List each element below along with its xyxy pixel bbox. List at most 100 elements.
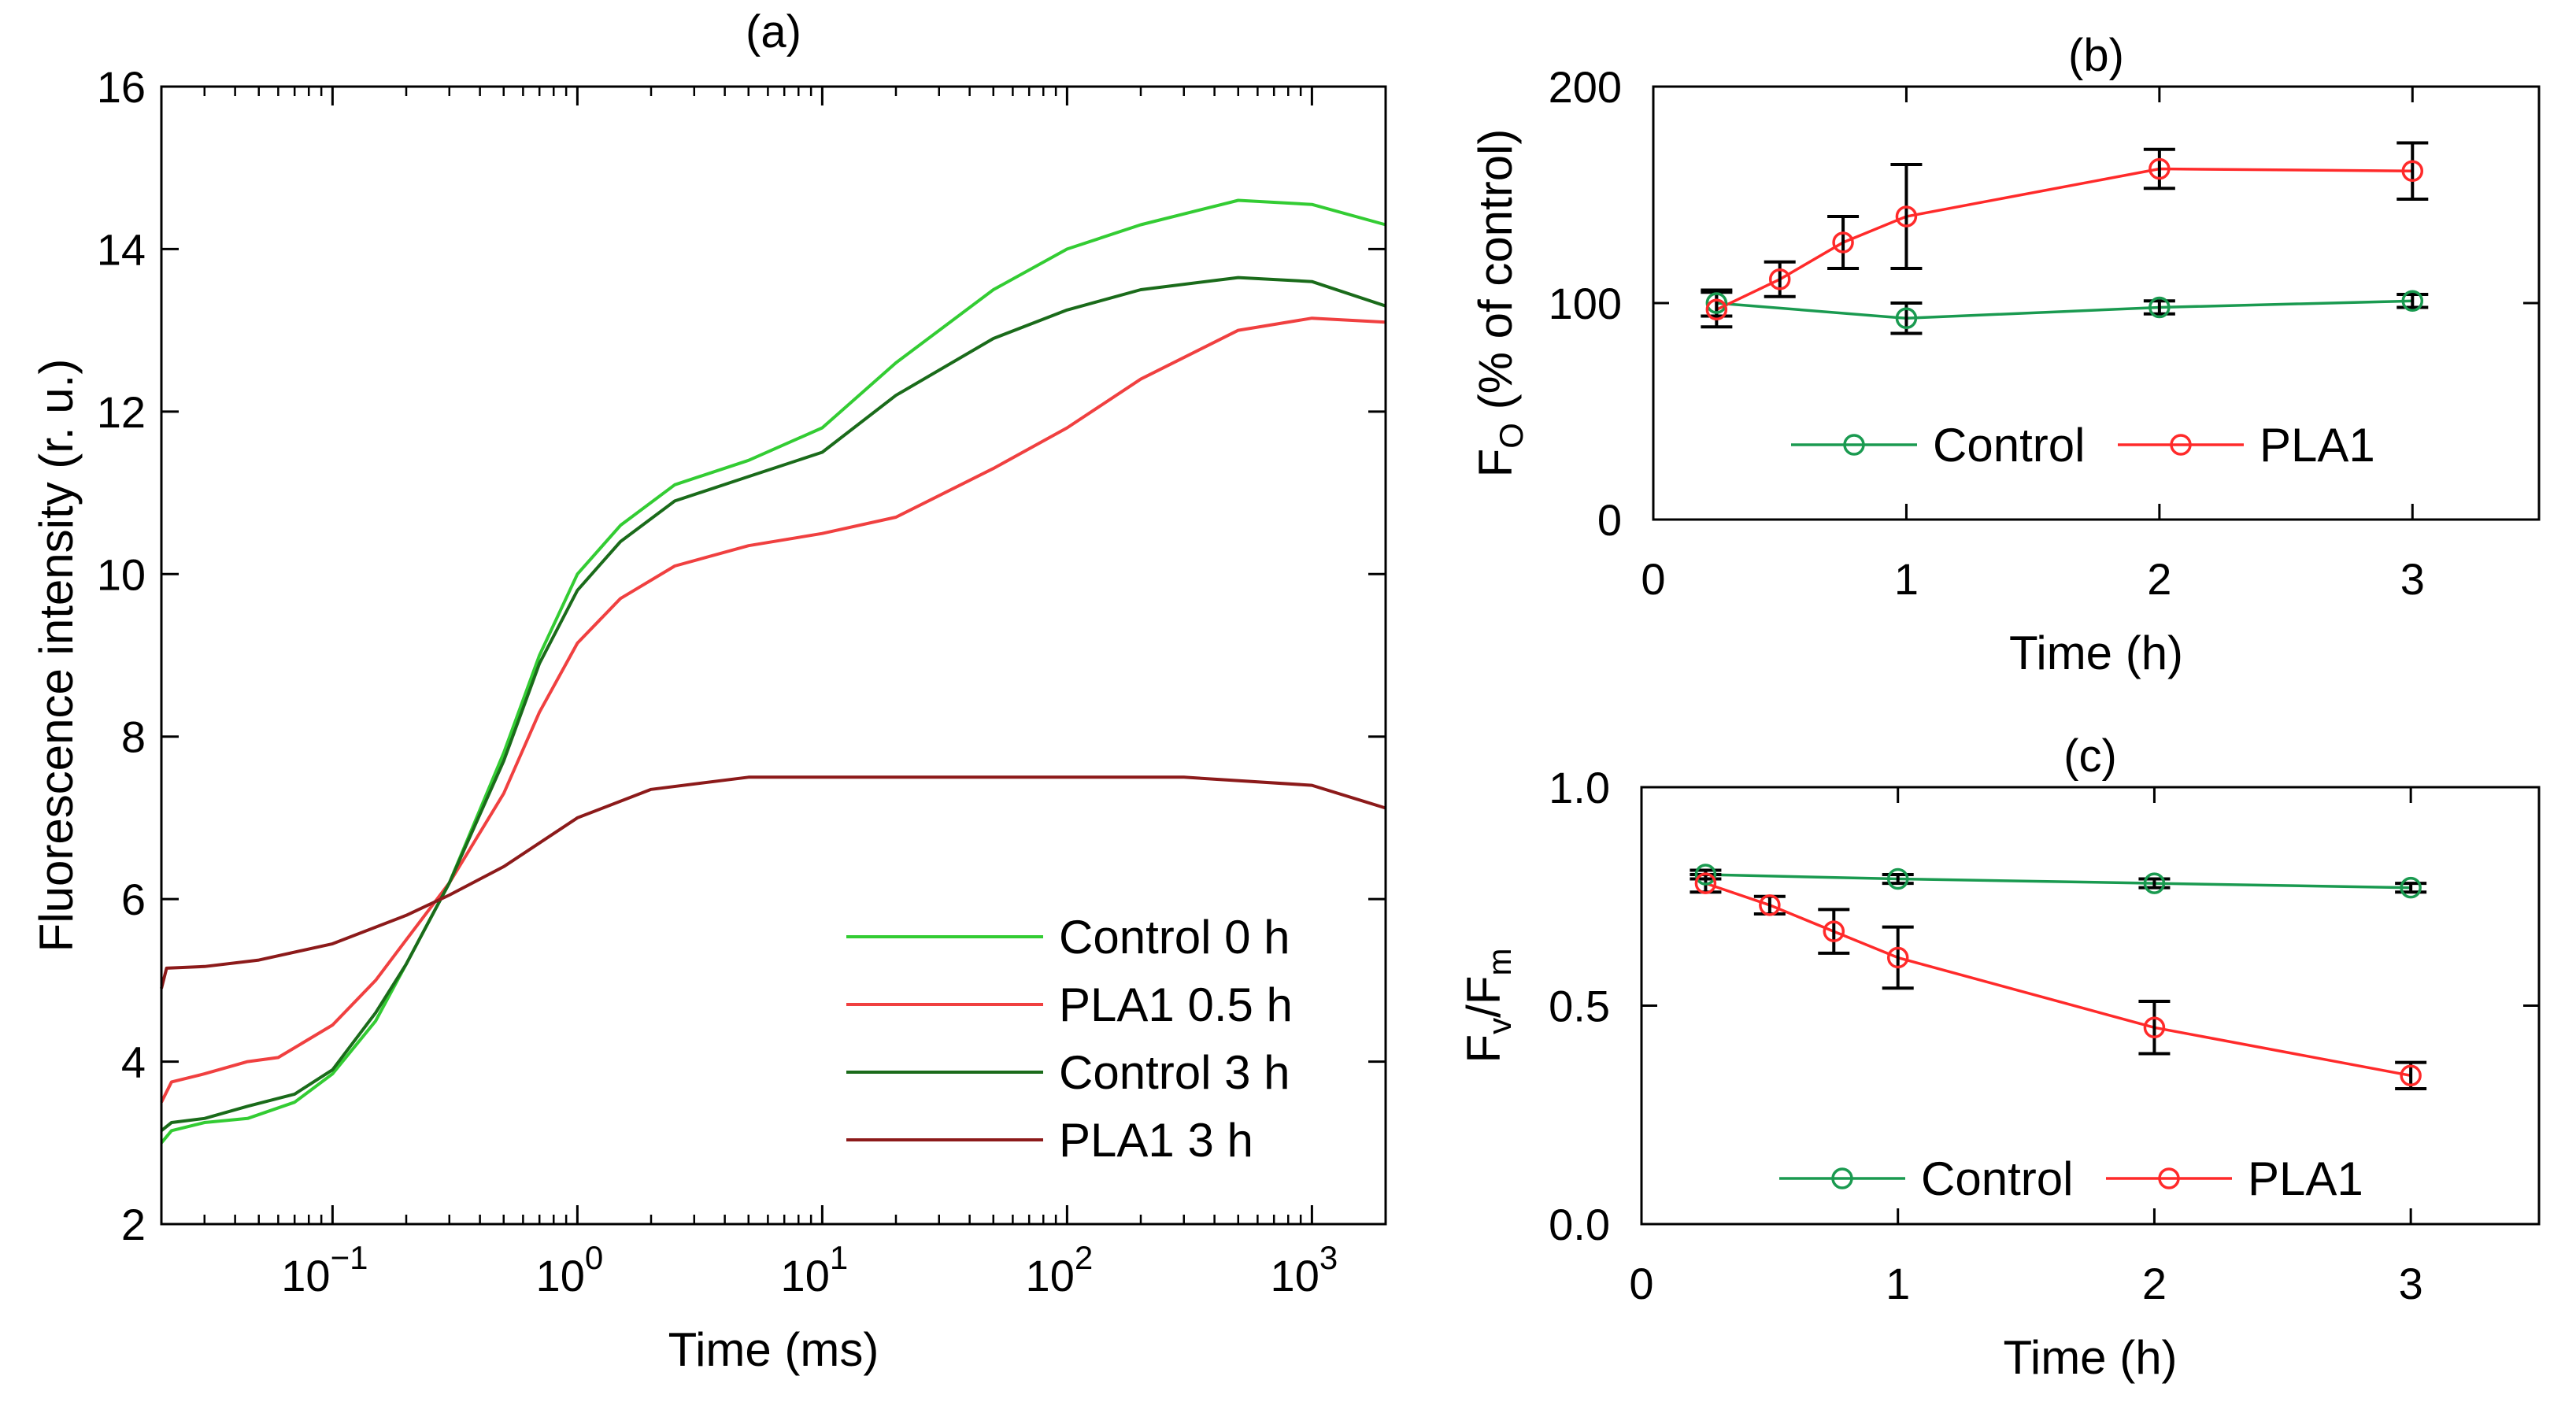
pb-series-line bbox=[1715, 167, 2413, 311]
panel-a-series-line bbox=[160, 316, 1386, 1104]
pc-legend-label: Control bbox=[1921, 1152, 2073, 1205]
pc-marker bbox=[1886, 867, 1909, 890]
panel-a-ytick-label: 6 bbox=[121, 875, 146, 924]
panel-b-ticks: 0 100 200 0 1 2 3 bbox=[1549, 62, 2539, 604]
pc-marker bbox=[1694, 864, 1717, 886]
panel-b-ylabel-rest: (% of control) bbox=[1469, 129, 1522, 423]
panel-b: (b) 0 100 200 0 1 2 3 Control PLA1 Time (h) FO … bbox=[1469, 30, 2541, 679]
panel-a-xtick-base: 10 bbox=[1026, 1251, 1075, 1300]
pb-legend-label: PLA1 bbox=[2260, 419, 2375, 472]
pc-xtick-label: 2 bbox=[2142, 1259, 2167, 1308]
panel-a-series bbox=[160, 198, 1386, 1145]
pc-marker bbox=[1823, 920, 1845, 942]
pc-xtick-label: 3 bbox=[2399, 1259, 2423, 1308]
panel-a-xtick-label: 100 bbox=[536, 1239, 604, 1300]
panel-a-series-line bbox=[160, 198, 1386, 1145]
pb-xtick-label: 3 bbox=[2400, 554, 2425, 604]
pb-legend-marker bbox=[2170, 434, 2192, 456]
panel-a-xtick-exp: −1 bbox=[331, 1239, 368, 1276]
pc-legend-marker bbox=[2158, 1167, 2180, 1189]
pc-series-line bbox=[1704, 882, 2411, 1078]
pb-ytick-label: 100 bbox=[1549, 279, 1622, 328]
panel-a-series-line bbox=[160, 775, 1386, 990]
panel-a-ytick-label: 12 bbox=[97, 387, 146, 437]
panel-a-ytick-label: 14 bbox=[97, 224, 146, 274]
pc-xtick-label: 0 bbox=[1629, 1259, 1653, 1308]
panel-c-ticks: 0.0 0.5 1.0 0 1 2 3 bbox=[1549, 763, 2539, 1308]
panel-c-legend: Control PLA1 bbox=[1779, 1152, 2363, 1205]
pb-marker bbox=[1895, 307, 1918, 329]
panel-a-xtick-exp: 2 bbox=[1075, 1239, 1093, 1276]
pc-marker bbox=[1886, 946, 1909, 969]
panel-a-xtick-base: 10 bbox=[781, 1251, 830, 1300]
panel-a-xtick-label: 101 bbox=[781, 1239, 849, 1300]
panel-b-ylabel: FO (% of control) bbox=[1469, 129, 1530, 478]
panel-a-xtick-base: 10 bbox=[1271, 1251, 1319, 1300]
panel-c-frame bbox=[1640, 786, 2541, 1226]
pc-series-line bbox=[1705, 873, 2411, 890]
pb-marker bbox=[1705, 292, 1728, 314]
panel-a-ytick-label: 8 bbox=[121, 712, 146, 762]
panel-c-ylabel-sub-v: v bbox=[1481, 1018, 1518, 1034]
panel-c-xlabel: Time (h) bbox=[2003, 1331, 2177, 1384]
pc-marker bbox=[1759, 894, 1781, 916]
pb-xtick-label: 1 bbox=[1894, 554, 1919, 604]
panel-a-ytick-label: 2 bbox=[121, 1200, 146, 1249]
panel-b-frame bbox=[1652, 85, 2541, 521]
panel-a-xtick-base: 10 bbox=[536, 1251, 585, 1300]
panel-c-ylabel-sub-m: m bbox=[1481, 949, 1518, 976]
panel-b-title: (b) bbox=[2068, 30, 2124, 81]
panel-a-series-line bbox=[160, 276, 1386, 1132]
pb-marker bbox=[1832, 231, 1854, 253]
panel-a-xtick-label: 102 bbox=[1026, 1239, 1094, 1300]
panel-a-legend: Control 0 h PLA1 0.5 h Control 3 h PLA1 3 h bbox=[846, 911, 1293, 1167]
pb-marker bbox=[1895, 205, 1918, 228]
panel-b-ylabel-main: F bbox=[1469, 449, 1522, 478]
panel-a-legend-label: PLA1 0.5 h bbox=[1059, 978, 1293, 1031]
panel-c: (c) 0.0 0.5 1.0 0 1 2 3 Control PLA1 Time (h) F… bbox=[1457, 731, 2541, 1384]
pb-legend-label: Control bbox=[1933, 419, 2085, 472]
panel-a-xtick-label: 10−1 bbox=[281, 1239, 368, 1300]
pb-ytick-label: 0 bbox=[1597, 495, 1622, 545]
pb-xtick-label: 0 bbox=[1641, 554, 1665, 604]
pc-xtick-label: 1 bbox=[1886, 1259, 1910, 1308]
pb-marker bbox=[1768, 268, 1791, 290]
panel-a-ytick-label: 4 bbox=[121, 1038, 146, 1087]
panel-a-legend-label: PLA1 3 h bbox=[1059, 1114, 1253, 1167]
panel-c-series bbox=[1690, 864, 2427, 1090]
panel-a-ylabel: Fluorescence intensity (r. u.) bbox=[30, 359, 83, 953]
panel-b-ylabel-sub: O bbox=[1493, 423, 1530, 449]
pc-legend-marker bbox=[1831, 1167, 1853, 1189]
panel-a-xlabel: Time (ms) bbox=[668, 1323, 879, 1376]
pb-marker bbox=[2401, 160, 2424, 182]
pc-marker bbox=[2400, 876, 2422, 899]
panel-a-legend-label: Control 3 h bbox=[1059, 1046, 1290, 1099]
pb-ytick-label: 200 bbox=[1549, 62, 1622, 112]
panel-a-xtick-exp: 3 bbox=[1319, 1239, 1338, 1276]
pc-marker bbox=[2143, 1016, 2166, 1038]
panel-c-ylabel-f2: /F bbox=[1457, 976, 1510, 1018]
pc-marker bbox=[2143, 872, 2166, 894]
panel-a-ytick-label: 16 bbox=[97, 62, 146, 112]
pc-legend-label: PLA1 bbox=[2248, 1152, 2363, 1205]
panel-a-frame bbox=[160, 85, 1387, 1226]
panel-a-legend-label: Control 0 h bbox=[1059, 911, 1290, 964]
pb-series-line bbox=[1716, 299, 2413, 320]
panel-c-ylabel-f1: F bbox=[1457, 1034, 1510, 1064]
panel-b-series bbox=[1701, 141, 2429, 335]
pc-ytick-label: 0.0 bbox=[1549, 1200, 1610, 1249]
pb-marker bbox=[2401, 290, 2424, 312]
pc-ytick-label: 0.5 bbox=[1549, 982, 1610, 1031]
panel-a-xtick-exp: 0 bbox=[585, 1239, 603, 1276]
pb-marker bbox=[2149, 296, 2171, 319]
pb-xtick-label: 2 bbox=[2147, 554, 2171, 604]
pb-marker bbox=[1705, 298, 1728, 320]
pc-marker bbox=[2400, 1064, 2422, 1087]
pc-marker bbox=[1694, 872, 1717, 894]
panel-a-title: (a) bbox=[746, 6, 801, 57]
panel-a-xtick-label: 103 bbox=[1271, 1239, 1338, 1300]
panel-c-title: (c) bbox=[2063, 731, 2117, 782]
panel-b-legend: Control PLA1 bbox=[1791, 419, 2375, 472]
